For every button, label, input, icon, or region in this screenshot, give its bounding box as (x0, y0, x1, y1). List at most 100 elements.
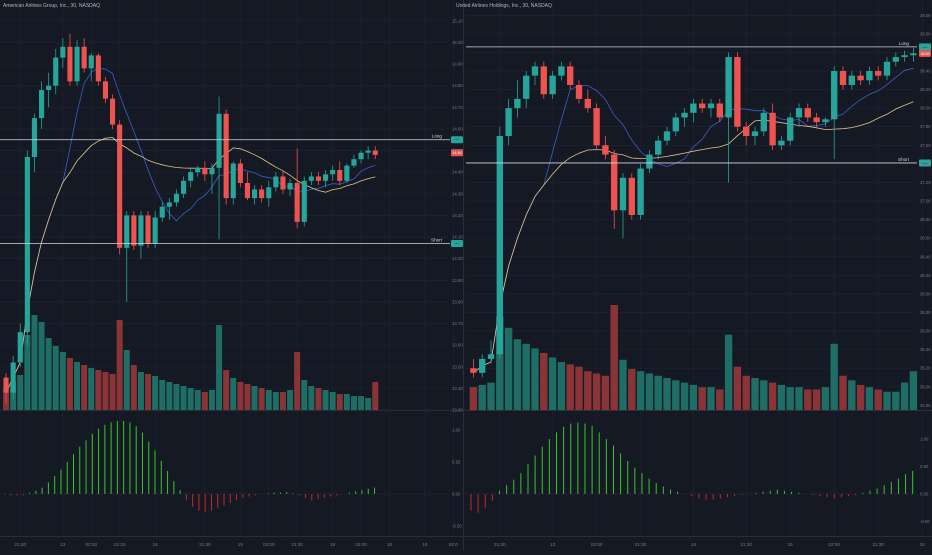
candle-body (734, 57, 741, 127)
x-tick-label: 14 (691, 542, 697, 547)
y-tick-label: 13.50 (452, 364, 463, 369)
volume-bar (52, 346, 59, 410)
candle-body (725, 57, 732, 118)
hist-tick-label: -0.50 (920, 519, 930, 524)
volume-bar (707, 387, 715, 410)
x-tick-label: 02:00 (263, 542, 275, 547)
candle-body (102, 81, 109, 99)
candle-body (910, 53, 917, 56)
volume-bar (17, 375, 24, 410)
x-tick-label: 21:30 (872, 542, 884, 547)
volume-bar (223, 370, 230, 410)
candle-body (195, 167, 201, 173)
x-tick-label: 02:0 (449, 542, 458, 547)
candle-body (344, 165, 350, 181)
volume-bar (742, 375, 750, 410)
candle-body (901, 55, 908, 58)
candle-body (751, 131, 759, 137)
x-tick-label: 21:30 (740, 542, 752, 547)
candle-body (575, 84, 583, 99)
volume-bar (230, 378, 237, 410)
candle-body (31, 118, 38, 158)
y-tick-label: 14.00 (452, 256, 463, 261)
x-tick-label: 13 (550, 542, 556, 547)
candle-body (514, 98, 521, 109)
x-tick-label: 14 (153, 542, 159, 547)
candle-body (707, 103, 715, 109)
volume-bar (892, 391, 900, 410)
level-badge-long (451, 136, 463, 144)
level-label-long: Long (899, 41, 910, 46)
y-tick-label: 14.50 (452, 148, 463, 153)
candle-body (848, 75, 855, 85)
volume-bar (81, 365, 88, 410)
volume-bar (663, 378, 671, 410)
volume-bar (336, 394, 343, 410)
volume-bar (804, 389, 812, 410)
volume-bar (194, 390, 201, 410)
candle-body (619, 177, 627, 211)
candle-body (223, 113, 229, 199)
candle-body (294, 182, 300, 222)
chart-pane-1 (466, 0, 931, 536)
volume-bar (59, 352, 66, 410)
candle-body (60, 46, 66, 58)
x-tick-label: 16 (330, 542, 336, 547)
y-tick-label: 36.40 (920, 254, 931, 259)
volume-bar (251, 386, 258, 410)
current-price-badge (919, 49, 931, 57)
volume-bar (654, 375, 662, 410)
volume-bar (540, 352, 548, 410)
volume-bar (187, 388, 194, 410)
y-tick-label: 14.20 (452, 213, 463, 218)
volume-bar (760, 380, 768, 410)
volume-bar (848, 380, 856, 410)
y-tick-label: 35.60 (920, 329, 931, 334)
hist-tick-label: 0.00 (920, 492, 929, 497)
volume-bar (109, 374, 116, 410)
chart-title-right: United Airlines Holdings, Inc., 30, NASD… (456, 3, 552, 9)
y-tick-label: 38.00 (920, 106, 931, 111)
x-tick-label: 21:30 (635, 542, 647, 547)
x-tick-label: 15 (238, 542, 244, 547)
volume-bar (322, 390, 329, 410)
candle-body (487, 354, 495, 359)
candle-body (646, 154, 653, 169)
level-badge-text: — (923, 160, 928, 165)
candle-body (67, 46, 73, 82)
candle-body (795, 108, 803, 118)
candle-body (637, 168, 644, 215)
y-tick-label: 14.90 (452, 62, 463, 67)
candle-body (124, 215, 130, 248)
candle-body (145, 215, 151, 244)
candle-body (372, 150, 378, 155)
volume-bar (279, 392, 286, 410)
y-tick-label: 13.90 (452, 278, 463, 283)
volume-bar (88, 368, 95, 410)
volume-bar (95, 370, 102, 410)
volume-bar (531, 348, 539, 410)
volume-bar (372, 382, 379, 410)
y-tick-label: 36.00 (920, 291, 931, 296)
candle-body (558, 66, 565, 76)
candle-body (690, 103, 697, 113)
current-price-text: 38.59 (921, 52, 930, 56)
candle-body (760, 112, 767, 132)
candle-body (301, 180, 307, 222)
volume-bar (244, 384, 251, 410)
volume-bar (287, 390, 294, 410)
chart-title-left: American Airlines Group, Inc., 30, NASDA… (3, 3, 100, 9)
volume-bar (294, 352, 301, 410)
candle-body (152, 217, 158, 244)
candle-body (584, 98, 591, 109)
y-tick-label: 14.70 (452, 105, 463, 110)
volume-bar (689, 384, 698, 410)
y-tick-label: 36.80 (920, 217, 931, 222)
level-label-short: Short (898, 157, 910, 162)
candle-body (663, 131, 671, 141)
y-tick-label: 14.60 (452, 126, 463, 131)
candle-body (611, 154, 618, 211)
volume-bar (358, 396, 365, 410)
volume-bar (716, 389, 724, 410)
